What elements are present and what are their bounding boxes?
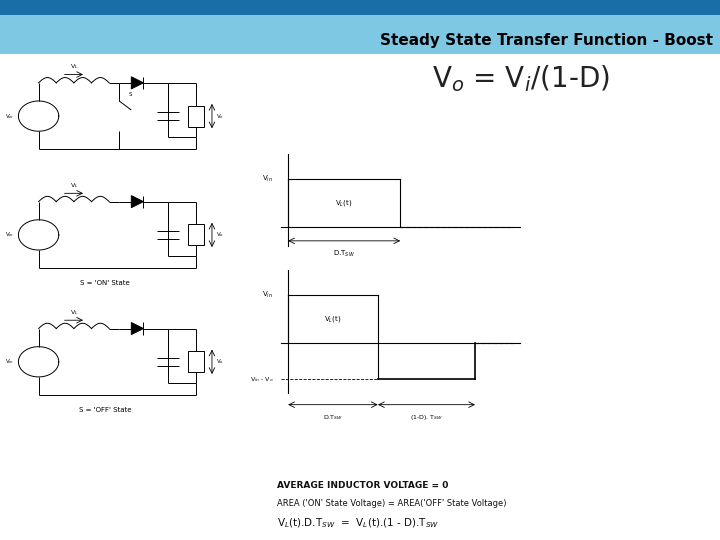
Text: V$_{in}$: V$_{in}$ [262,174,273,184]
Text: V$_L$: V$_L$ [70,63,78,71]
Text: D.T$_{SW}$: D.T$_{SW}$ [323,413,343,422]
Text: S = 'ON' State: S = 'ON' State [80,280,130,286]
Polygon shape [131,77,143,89]
Text: V$_{in}$: V$_{in}$ [262,290,273,300]
Text: V$_L$(t): V$_L$(t) [324,314,342,324]
Text: V$_{in}$ - V$_o$: V$_{in}$ - V$_o$ [250,375,273,384]
Text: V$_o$: V$_o$ [216,112,224,120]
Text: S: S [128,92,132,97]
Text: D.T$_{SW}$: D.T$_{SW}$ [333,249,355,259]
Polygon shape [131,322,143,335]
Text: V$_o$ = V$_i$/(1-D): V$_o$ = V$_i$/(1-D) [432,63,610,94]
Polygon shape [131,195,143,208]
Text: V$_{in}$: V$_{in}$ [5,357,14,366]
Text: AVERAGE INDUCTOR VOLTAGE = 0: AVERAGE INDUCTOR VOLTAGE = 0 [277,482,449,490]
Text: V$_L$(t).D.T$_{SW}$  =  V$_L$(t).(1 - D).T$_{SW}$: V$_L$(t).D.T$_{SW}$ = V$_L$(t).(1 - D).T… [277,516,440,530]
Text: (1-D). T$_{SW}$: (1-D). T$_{SW}$ [410,413,443,422]
Text: Steady State Transfer Function - Boost: Steady State Transfer Function - Boost [380,33,713,48]
Text: V$_o$: V$_o$ [216,231,224,239]
Text: V$_L$: V$_L$ [70,308,78,317]
Text: V$_L$(t): V$_L$(t) [336,198,353,208]
Text: V$_L$: V$_L$ [70,181,78,190]
Text: V$_o$: V$_o$ [216,357,224,366]
Text: S = 'OFF' State: S = 'OFF' State [79,407,131,413]
Text: V$_{in}$: V$_{in}$ [5,231,14,239]
FancyBboxPatch shape [0,0,720,54]
Text: V$_{in}$: V$_{in}$ [5,112,14,120]
Text: AREA ('ON' State Voltage) = AREA('OFF' State Voltage): AREA ('ON' State Voltage) = AREA('OFF' S… [277,499,507,508]
FancyBboxPatch shape [0,0,720,15]
